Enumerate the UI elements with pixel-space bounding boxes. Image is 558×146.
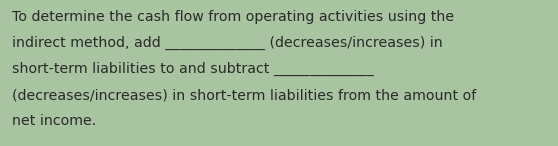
Text: To determine the cash flow from operating activities using the: To determine the cash flow from operatin… (12, 10, 454, 24)
Text: indirect method, add ______________ (decreases/increases) in: indirect method, add ______________ (dec… (12, 36, 443, 50)
Text: (decreases/increases) in short-term liabilities from the amount of: (decreases/increases) in short-term liab… (12, 88, 477, 102)
Text: net income.: net income. (12, 114, 97, 128)
Text: short-term liabilities to and subtract ______________: short-term liabilities to and subtract _… (12, 62, 374, 76)
